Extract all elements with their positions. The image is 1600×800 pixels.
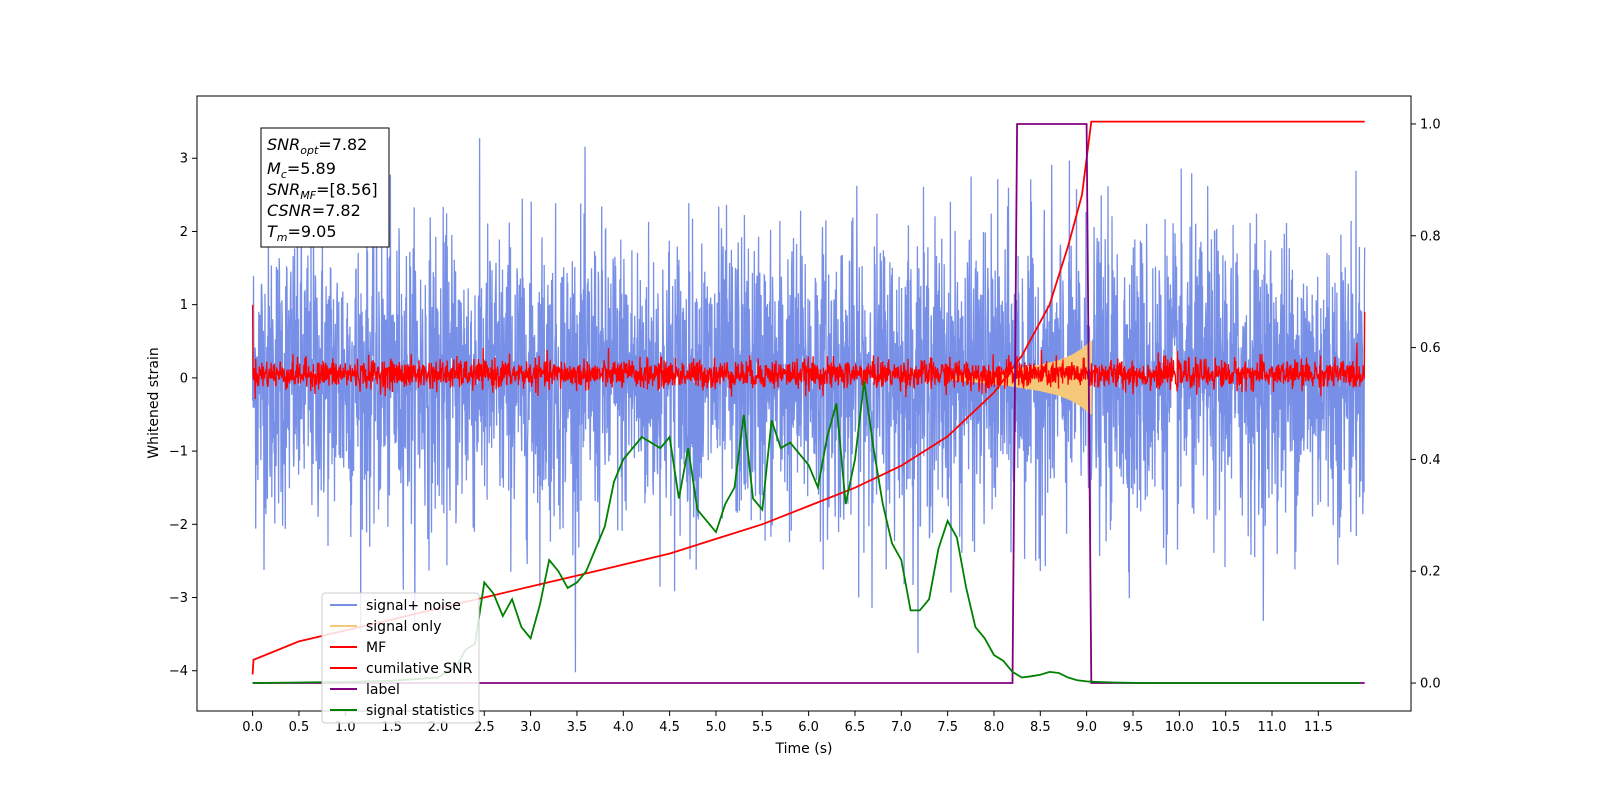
info-snr-mf: SNRMF=[8.56]: [267, 180, 378, 202]
info-csnr: CSNR=7.82: [267, 201, 361, 220]
x-axis-title: Time (s): [775, 741, 833, 757]
series-mf-line: [251, 304, 1366, 400]
x-tick-label: 8.5: [1030, 720, 1051, 735]
x-axis: 0.0 0.5 1.0 1.5 2.0 2.5 3.0 3.5 4.0 4.5 5.0 5.5 6.0 6…: [242, 711, 1333, 735]
x-tick-label: 11.5: [1304, 720, 1333, 735]
y2-tick-label: 0.4: [1420, 453, 1441, 468]
y-tick-label: 3: [180, 152, 188, 167]
plot-frame: [196, 95, 1412, 712]
info-box: SNRopt=7.82 Mc=5.89 SNRMF=[8.56] CSNR=7.…: [260, 127, 390, 248]
x-tick-label: 3.5: [567, 720, 588, 735]
x-tick-label: 6.0: [798, 720, 819, 735]
y-axis-title: Whitened strain: [146, 347, 162, 458]
legend-label: label: [366, 682, 400, 698]
y-axis-left: −4 −3 −2 −1 0 1 2 3: [169, 152, 197, 679]
x-tick-label: 1.5: [381, 720, 402, 735]
y-tick-label: −2: [169, 518, 188, 533]
y2-tick-label: 0.0: [1420, 677, 1441, 692]
y2-tick-label: 0.2: [1420, 565, 1441, 580]
legend-label: cumilative SNR: [366, 661, 473, 677]
x-tick-label: 2.0: [428, 720, 449, 735]
x-tick-label: 11.0: [1258, 720, 1287, 735]
x-tick-label: 0.0: [242, 720, 263, 735]
x-tick-label: 2.5: [474, 720, 495, 735]
x-tick-label: 7.0: [891, 720, 912, 735]
x-tick-label: 7.5: [937, 720, 958, 735]
x-tick-label: 10.5: [1211, 720, 1240, 735]
y-tick-label: 2: [180, 225, 188, 240]
y2-tick-label: 0.8: [1420, 229, 1441, 244]
y2-tick-label: 0.6: [1420, 341, 1441, 356]
x-tick-label: 4.5: [659, 720, 680, 735]
x-tick-label: 10.0: [1165, 720, 1194, 735]
series-signal-noise-line: [251, 138, 1366, 673]
x-tick-label: 9.5: [1123, 720, 1144, 735]
legend-label: signal+ noise: [366, 598, 461, 614]
x-tick-label: 6.5: [845, 720, 866, 735]
y-axis-right: 0.0 0.2 0.4 0.6 0.8 1.0: [1411, 117, 1441, 692]
series-signal-statistics-line: [252, 380, 1360, 684]
legend-label: signal statistics: [366, 703, 474, 719]
info-snr-opt: SNRopt=7.82: [267, 135, 367, 157]
info-tm: Tm=9.05: [267, 222, 337, 244]
y-tick-label: −4: [169, 664, 188, 679]
y-tick-label: 0: [180, 371, 188, 386]
x-tick-label: 8.0: [984, 720, 1005, 735]
x-tick-label: 5.0: [706, 720, 727, 735]
legend-label: MF: [366, 640, 386, 656]
x-tick-label: 3.0: [520, 720, 541, 735]
x-tick-label: 4.0: [613, 720, 634, 735]
y2-tick-label: 1.0: [1420, 117, 1441, 132]
x-tick-label: 0.5: [289, 720, 310, 735]
x-tick-label: 5.5: [752, 720, 773, 735]
y-tick-label: −1: [169, 445, 188, 460]
y-tick-label: 1: [180, 298, 188, 313]
legend: signal+ noise signal only MF cumilative SNR…: [321, 592, 480, 724]
x-tick-label: 9.0: [1076, 720, 1097, 735]
y-tick-label: −3: [169, 591, 188, 606]
info-mc: Mc=5.89: [267, 159, 336, 181]
legend-label: signal only: [366, 619, 441, 635]
x-tick-label: 1.0: [335, 720, 356, 735]
